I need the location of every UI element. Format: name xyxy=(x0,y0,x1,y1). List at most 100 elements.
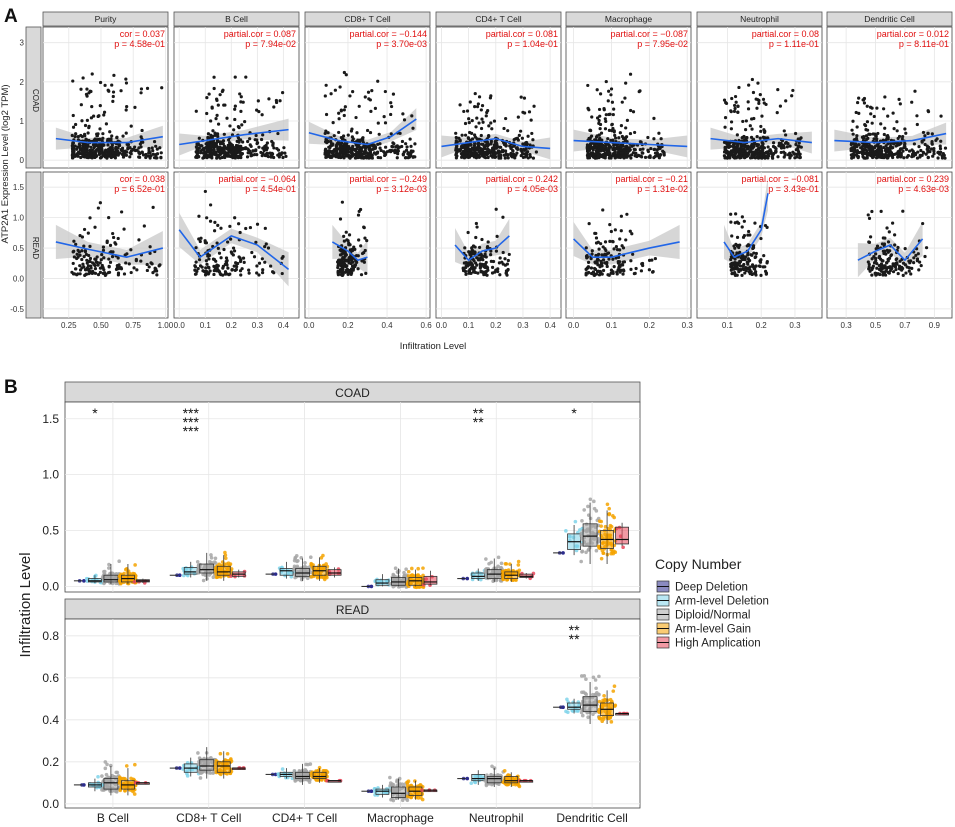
data-point xyxy=(82,227,87,232)
data-point xyxy=(207,153,211,157)
jitter-point xyxy=(580,519,584,523)
data-point xyxy=(489,154,493,158)
data-point xyxy=(779,146,784,150)
data-point xyxy=(324,83,328,87)
column-strip xyxy=(42,11,169,27)
data-point xyxy=(341,153,345,157)
data-point xyxy=(629,267,633,272)
data-point xyxy=(158,263,162,267)
jitter-point xyxy=(107,562,111,567)
data-point xyxy=(520,136,524,140)
data-point xyxy=(748,272,752,276)
data-point xyxy=(228,124,232,128)
correlation-value: partial.cor = 0.242 xyxy=(486,174,558,184)
data-point xyxy=(94,142,98,146)
jitter-point xyxy=(195,559,200,564)
data-point xyxy=(883,148,888,153)
data-point xyxy=(527,110,532,114)
data-point xyxy=(193,264,197,268)
data-point xyxy=(926,110,931,114)
data-point xyxy=(263,260,267,264)
data-point xyxy=(329,92,333,96)
data-point xyxy=(744,119,748,123)
data-point xyxy=(589,134,594,138)
data-point xyxy=(155,147,159,151)
data-point xyxy=(85,94,89,98)
data-point xyxy=(504,144,508,148)
data-point xyxy=(598,92,603,96)
data-point xyxy=(106,152,110,157)
data-point xyxy=(625,118,629,123)
data-point xyxy=(612,265,616,269)
data-point xyxy=(369,109,373,113)
data-point xyxy=(729,127,733,131)
data-point xyxy=(762,146,767,150)
data-point xyxy=(868,235,873,239)
data-point xyxy=(751,154,755,158)
data-point xyxy=(231,246,236,250)
data-point xyxy=(764,150,768,155)
data-point xyxy=(389,112,393,117)
data-point xyxy=(759,236,763,241)
single-point xyxy=(273,572,278,576)
box xyxy=(199,563,215,574)
data-point xyxy=(111,250,115,254)
data-point xyxy=(883,126,887,130)
data-point xyxy=(894,261,898,266)
data-point xyxy=(744,127,748,132)
data-point xyxy=(484,114,488,118)
jitter-point xyxy=(594,548,599,553)
data-point xyxy=(881,249,885,253)
y-tick-label: 2 xyxy=(20,78,25,87)
data-point xyxy=(648,154,652,158)
column-title: Neutrophil xyxy=(740,14,779,24)
data-point xyxy=(742,219,746,223)
data-point xyxy=(244,226,248,231)
data-point xyxy=(619,268,623,272)
y-tick-label: 0.0 xyxy=(42,579,59,593)
data-point xyxy=(209,143,213,147)
data-point xyxy=(353,153,357,157)
data-point xyxy=(852,144,857,149)
correlation-value: partial.cor = −0.21 xyxy=(615,174,688,184)
data-point xyxy=(154,152,158,157)
data-point xyxy=(611,112,615,117)
jitter-point xyxy=(588,497,593,502)
data-point xyxy=(486,268,490,272)
data-point xyxy=(517,133,521,137)
data-point xyxy=(796,150,801,154)
jitter-point xyxy=(322,577,327,582)
data-point xyxy=(119,266,123,270)
data-point xyxy=(915,114,919,118)
data-point xyxy=(116,273,120,277)
data-point xyxy=(788,153,792,157)
data-point xyxy=(896,136,900,141)
data-point xyxy=(255,222,260,226)
data-point xyxy=(193,268,197,272)
data-point xyxy=(873,145,877,150)
p-value: p = 1.11e-01 xyxy=(769,39,819,49)
data-point xyxy=(609,268,614,272)
data-point xyxy=(111,231,115,236)
data-point xyxy=(528,143,532,147)
data-point xyxy=(732,103,737,108)
data-point xyxy=(455,151,459,155)
data-point xyxy=(239,147,243,152)
data-point xyxy=(144,152,148,157)
data-point xyxy=(855,134,859,138)
data-point xyxy=(159,155,163,160)
data-point xyxy=(214,117,218,121)
data-point xyxy=(472,145,477,150)
data-point xyxy=(463,145,467,149)
y-tick-label: 0.5 xyxy=(42,524,59,538)
data-point xyxy=(584,267,588,272)
data-point xyxy=(932,152,936,156)
data-point xyxy=(618,145,622,149)
data-point xyxy=(724,100,728,105)
data-point xyxy=(480,257,485,262)
data-point xyxy=(200,265,204,269)
data-point xyxy=(775,111,779,115)
data-point xyxy=(528,153,532,157)
